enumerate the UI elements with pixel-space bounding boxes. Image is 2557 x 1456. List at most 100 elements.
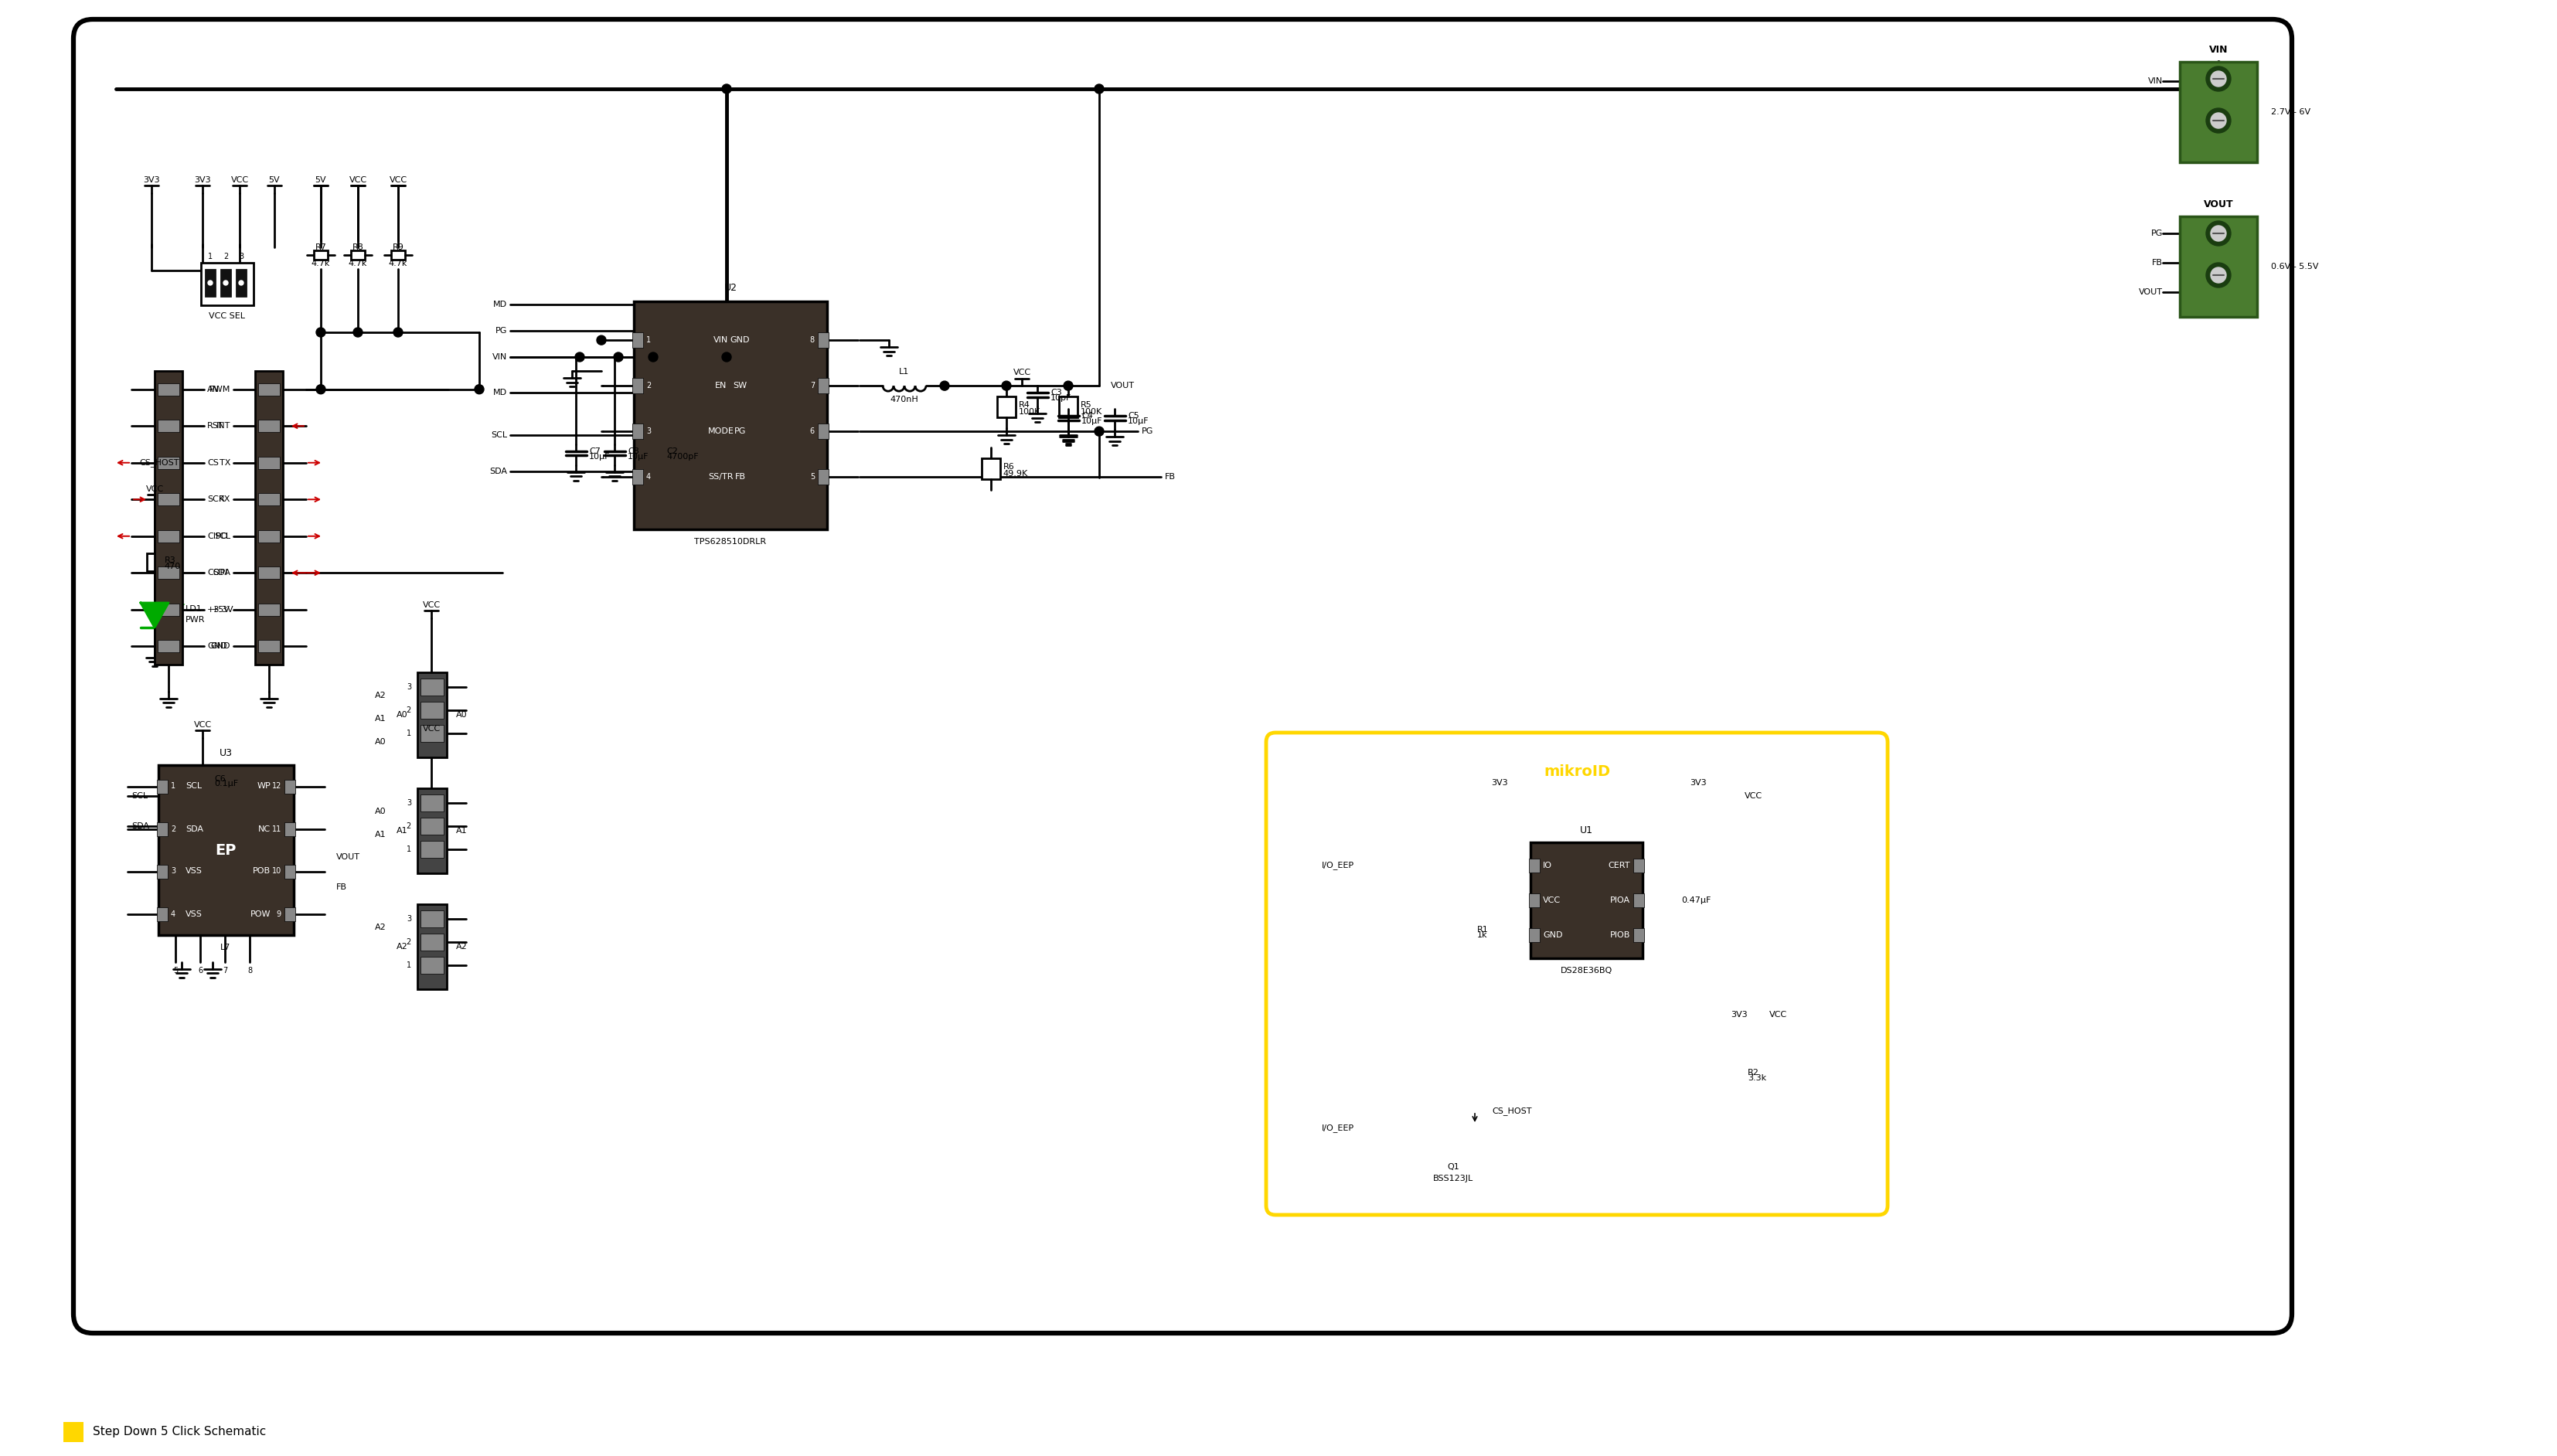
Bar [156, 865, 169, 878]
Text: 49.9K: 49.9K [1002, 470, 1028, 478]
Circle shape [317, 328, 325, 336]
Text: SW: SW [734, 381, 747, 390]
Bar [284, 821, 294, 836]
Text: 2: 2 [407, 823, 412, 830]
Bar [2179, 61, 2258, 162]
Text: 2: 2 [647, 381, 652, 390]
Bar [419, 818, 445, 834]
Text: 3: 3 [407, 799, 412, 807]
Text: SDA: SDA [130, 823, 148, 830]
Bar [284, 865, 294, 878]
Text: INT: INT [217, 422, 230, 430]
Text: 8: 8 [248, 967, 253, 974]
Bar [258, 383, 279, 396]
Text: 11: 11 [271, 826, 281, 833]
Text: SCL: SCL [187, 782, 202, 791]
Bar [159, 566, 179, 579]
Text: VCC: VCC [422, 725, 440, 732]
Text: R2: R2 [1749, 1069, 1759, 1076]
Text: C7: C7 [588, 447, 601, 456]
Bar [64, 1423, 84, 1441]
Bar [258, 494, 279, 505]
Text: CS_HOST: CS_HOST [1491, 1107, 1532, 1115]
Circle shape [721, 352, 731, 361]
Text: VCC: VCC [1013, 368, 1030, 377]
Bar [350, 250, 366, 261]
Bar [1734, 1066, 1746, 1082]
Text: 4.7k: 4.7k [348, 259, 368, 268]
Text: R6: R6 [1002, 463, 1015, 470]
Text: +5V: +5V [212, 606, 230, 613]
Text: COPI: COPI [207, 569, 228, 577]
Circle shape [2207, 221, 2230, 246]
Bar [632, 469, 644, 485]
Text: A2: A2 [455, 943, 468, 951]
Circle shape [1094, 84, 1105, 93]
Text: 3V3: 3V3 [1731, 1010, 1746, 1019]
Text: FB: FB [734, 473, 747, 480]
Text: AN: AN [207, 386, 220, 393]
Circle shape [2212, 268, 2227, 282]
Text: PWM: PWM [210, 386, 230, 393]
Text: MD: MD [494, 300, 506, 309]
Text: VCC SEL: VCC SEL [210, 312, 245, 320]
Circle shape [1002, 381, 1010, 390]
Text: A1: A1 [376, 831, 386, 839]
Text: L1: L1 [900, 368, 910, 376]
Text: 2: 2 [171, 826, 176, 833]
Bar [982, 459, 1000, 479]
Bar [256, 371, 284, 664]
Bar [315, 250, 327, 261]
Text: CS_HOST: CS_HOST [138, 459, 179, 467]
Bar [159, 764, 294, 935]
Text: A0: A0 [376, 808, 386, 815]
Text: 10µF: 10µF [1128, 418, 1148, 425]
Text: 10µF: 10µF [1082, 418, 1102, 425]
Text: PIOB: PIOB [1611, 932, 1631, 939]
Text: 4.7k: 4.7k [312, 259, 330, 268]
Text: +3.3V: +3.3V [207, 606, 233, 613]
Bar [419, 795, 445, 811]
Bar [284, 907, 294, 920]
Text: 1: 1 [207, 253, 212, 261]
Text: POB: POB [253, 868, 271, 875]
Text: L7: L7 [220, 943, 230, 951]
Bar [632, 424, 644, 440]
Text: MODE: MODE [708, 428, 734, 435]
Bar [1634, 894, 1644, 907]
Text: GND: GND [1542, 932, 1562, 939]
Text: SDA: SDA [488, 467, 506, 475]
Text: VOUT: VOUT [2138, 288, 2163, 296]
Bar [258, 419, 279, 432]
Circle shape [394, 328, 401, 336]
Text: 5V: 5V [315, 176, 327, 183]
Bar [235, 269, 245, 297]
Text: 7: 7 [222, 967, 228, 974]
Bar [417, 673, 447, 757]
Text: 4: 4 [647, 473, 652, 480]
Text: CS: CS [207, 459, 220, 466]
Bar [258, 530, 279, 542]
Text: C2: C2 [667, 447, 678, 456]
Bar [818, 469, 828, 485]
Text: 5: 5 [174, 967, 179, 974]
Text: PG: PG [1140, 428, 1153, 435]
Text: 8: 8 [811, 336, 816, 344]
Circle shape [222, 281, 228, 285]
FancyBboxPatch shape [74, 19, 2291, 1334]
Bar [205, 269, 215, 297]
Text: 5: 5 [811, 473, 816, 480]
Text: 3: 3 [407, 683, 412, 692]
Bar [1634, 927, 1644, 942]
Bar [202, 262, 253, 306]
Circle shape [2212, 112, 2227, 128]
Bar [156, 821, 169, 836]
Text: 1: 1 [171, 782, 176, 791]
Text: TPS628510DRLR: TPS628510DRLR [696, 537, 767, 546]
Text: 10: 10 [271, 868, 281, 875]
Bar [153, 371, 182, 664]
Circle shape [317, 384, 325, 395]
Text: VCC: VCC [230, 176, 248, 183]
Text: 470nH: 470nH [890, 396, 918, 403]
Circle shape [614, 352, 624, 361]
